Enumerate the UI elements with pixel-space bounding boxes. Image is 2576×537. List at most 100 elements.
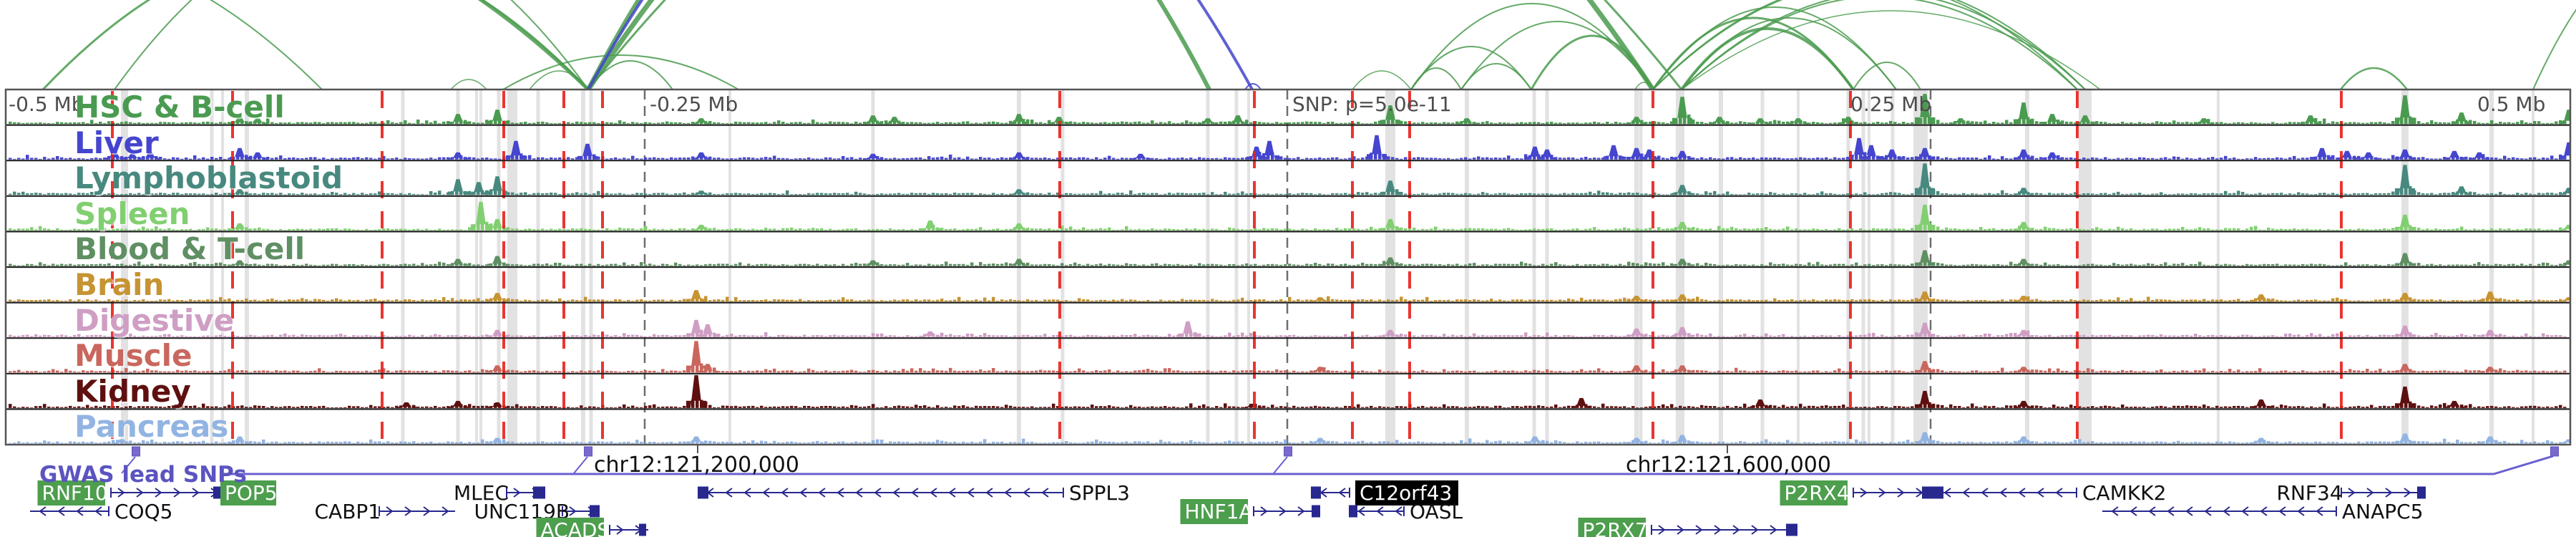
gene-COQ5: COQ5 (30, 500, 172, 523)
interaction-arc (2532, 9, 2576, 90)
strand-arrows (1860, 488, 1923, 498)
track-label-blood-t-cell: Blood & T-cell (74, 231, 306, 267)
gene-label-box (1780, 480, 1848, 505)
gwas-snp-marker (584, 446, 592, 457)
gene-label: ACADS (541, 518, 610, 537)
track-label-kidney: Kidney (74, 373, 191, 409)
gene-HNF1A: HNF1A (1180, 499, 1320, 524)
interaction-arc (1681, 17, 1897, 90)
signal-noise (9, 185, 2567, 195)
gene-SPPL3: SPPL3 (698, 481, 1130, 505)
signal-track-HSC & B-cell (9, 94, 2570, 125)
chr-coordinate-label-left: chr12:121,200,000 (594, 453, 799, 478)
axis-tick-label-3: 0.25 Mb (1850, 92, 1932, 116)
gene-CABP1: CABP1 (315, 500, 455, 523)
signal-track-Muscle (9, 341, 2567, 373)
signal-peaks (487, 290, 2570, 302)
strand-arrows (1943, 488, 2063, 498)
gene-ACADS: ACADS (536, 518, 648, 537)
gene-label: C12orf43 (1360, 481, 1452, 505)
interaction-arc (1244, 83, 1262, 90)
gene-label: OASL (1410, 500, 1463, 523)
gene-label: ANAPC5 (2342, 500, 2424, 523)
gene-POP5: POP5 (216, 480, 278, 505)
interaction-arc (502, 54, 739, 90)
gene-label-box (220, 480, 276, 505)
axis-tick-label-4: 0.5 Mb (2477, 92, 2546, 116)
signal-track-Brain (9, 290, 2570, 302)
gene-label: SPPL3 (1069, 481, 1130, 505)
gene-label: CAMKK2 (2082, 481, 2166, 505)
panel-border (4, 88, 2572, 446)
gene-MLEC: MLEC (454, 481, 545, 505)
track-label-pancreas: Pancreas (74, 409, 229, 445)
signal-track-Kidney (9, 374, 2567, 408)
track-label-digestive: Digestive (74, 302, 235, 338)
gwas-snp-marker (132, 446, 140, 457)
interaction-arc (1634, 82, 1654, 90)
interaction-arc (1652, 0, 2078, 90)
signal-track-Digestive (9, 319, 2567, 337)
panel-frame-layer (4, 88, 2572, 446)
signal-noise (9, 329, 2567, 337)
strand-arrows (1658, 525, 1777, 535)
gene-label-box (536, 518, 604, 537)
signal-track-Liver (9, 135, 2570, 160)
interaction-arc (586, 0, 1655, 90)
gene-exon-block (533, 486, 545, 499)
interaction-arc (1652, 0, 2086, 90)
gene-label: HNF1A (1185, 500, 1253, 523)
axis-tick-label-2: SNP: p=5.0e-11 (1292, 92, 1452, 116)
gene-ANAPC5: ANAPC5 (2102, 500, 2424, 523)
gene-exon-block (1786, 523, 1797, 536)
signal-noise (9, 398, 2567, 408)
gwas-snp-connector (1273, 456, 1288, 474)
gene-exon-block (1922, 486, 1935, 499)
interaction-arc (1410, 3, 1654, 90)
gene-label: RNF10 (42, 481, 108, 505)
gene-OASL: OASL (1349, 500, 1463, 523)
gwas-snp-line (220, 455, 2554, 475)
interaction-arc (587, 60, 673, 90)
interaction-arcs-layer (42, 0, 2576, 90)
interaction-arc (1530, 34, 1654, 90)
gwas-snp-connector (573, 456, 588, 474)
strand-arrows (117, 488, 218, 498)
strand-arrows (386, 506, 449, 516)
interaction-arc (586, 0, 1211, 90)
gene-label: P2RX4 (1785, 481, 1850, 505)
gene-CAMKK2: CAMKK2 (1935, 481, 2166, 505)
axis-tick-label-0: -0.5 Mb (9, 92, 84, 116)
interaction-arc (42, 0, 590, 90)
gene-exon-block (698, 486, 708, 499)
gene-annotation-layer: RNF10 POP5 MLEC SPPL3 C12orf43 P2RX4 CAMKK2 RNF… (30, 445, 2559, 537)
gene-exon-block (639, 523, 646, 536)
signal-peaks (396, 374, 2464, 408)
signal-track-Lymphoblastoid (9, 163, 2570, 195)
gene-label-box (1180, 499, 1248, 524)
gene-exon-block (216, 486, 223, 499)
interaction-arc (209, 0, 323, 90)
gene-exon-block (1311, 486, 1321, 499)
signal-peaks (230, 163, 2570, 195)
gene-exon-block (1349, 505, 1357, 518)
gene-exon-block (590, 505, 600, 518)
gene-label: RNF34 (2277, 481, 2343, 505)
interaction-arc (114, 0, 589, 90)
signal-noise (9, 260, 2567, 266)
gene-exon-block (1935, 486, 1943, 499)
interaction-arc (2340, 67, 2408, 90)
gene-P2RX7: P2RX7 (1578, 518, 1797, 537)
gene-label: COQ5 (114, 500, 172, 523)
interaction-arc (1460, 21, 1654, 90)
interaction-arc (1352, 70, 1412, 90)
gwas-snp-marker (1284, 446, 1292, 457)
strand-arrows (39, 506, 102, 516)
signal-peaks (487, 319, 2500, 337)
strand-arrows (2348, 488, 2411, 498)
interaction-arc (587, 0, 1254, 90)
gene-label: MLEC (454, 481, 509, 505)
signal-noise (9, 296, 2567, 302)
